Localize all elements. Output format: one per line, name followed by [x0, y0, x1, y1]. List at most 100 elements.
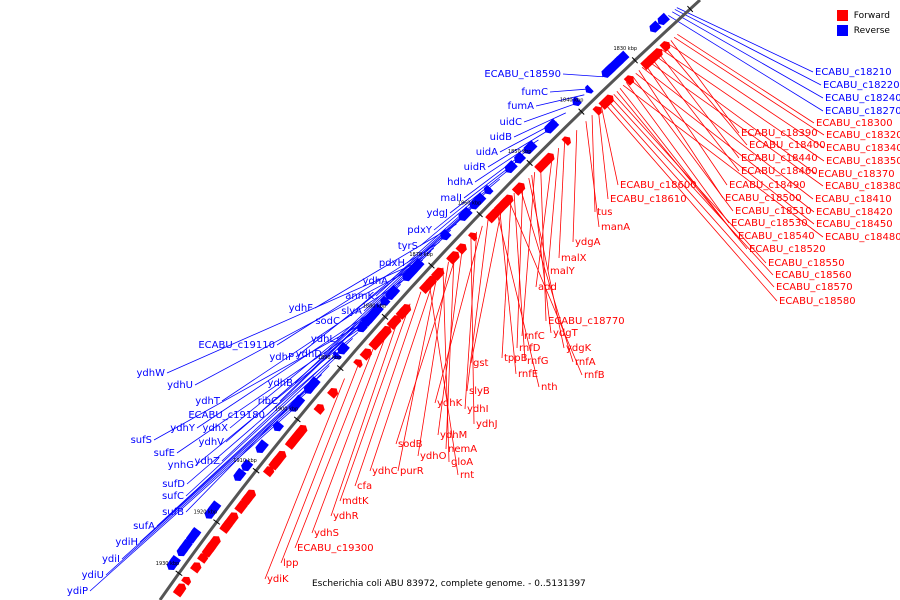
- gene-arrow-reverse: [614, 56, 624, 66]
- leader-line: [673, 37, 825, 136]
- gene-arrow-reverse: [364, 310, 377, 324]
- gene-arrow-forward: [430, 272, 440, 282]
- chromosome-backbone: [158, 0, 702, 600]
- gene-label-forward: ECABU_c18380: [825, 181, 900, 192]
- gene-arrow-forward: [190, 562, 202, 574]
- gene-label-forward: ydhI: [467, 404, 489, 415]
- gene-label-forward: sodB: [398, 439, 423, 450]
- leader-line: [397, 273, 438, 472]
- leader-line: [395, 252, 458, 445]
- leader-line: [176, 326, 364, 454]
- gene-label-reverse: ydhF: [289, 303, 314, 314]
- gene-arrow-forward: [623, 75, 635, 86]
- gene-label-reverse: fumC: [521, 87, 548, 98]
- gene-label-forward: nth: [541, 382, 558, 393]
- tick-mark: [631, 57, 638, 64]
- gene-label-forward: rnfC: [524, 331, 545, 342]
- gene-label-forward: ydgA: [575, 237, 601, 248]
- gene-arrow-forward: [640, 55, 655, 71]
- gene-label-forward: mdtK: [342, 496, 369, 507]
- leader-line: [523, 103, 576, 123]
- leader-line: [264, 378, 345, 580]
- leader-line: [186, 347, 346, 485]
- gene-arrow-forward: [234, 500, 248, 515]
- gene-arrow-reverse: [288, 396, 304, 412]
- gene-label-forward: ydhO: [420, 451, 447, 462]
- leader-line: [660, 48, 825, 162]
- gene-label-forward: ECABU_c18570: [776, 282, 853, 293]
- gene-label-forward: gst: [473, 358, 489, 369]
- gene-arrow-forward: [221, 516, 236, 531]
- leader-line: [674, 9, 822, 86]
- leader-line: [619, 87, 737, 237]
- gene-arrows: [166, 12, 671, 598]
- tick-mark: [428, 262, 435, 269]
- tick-label: 1930 kbp: [156, 561, 180, 567]
- gene-label-forward: gloA: [451, 457, 473, 468]
- leader-line: [330, 315, 400, 517]
- leader-line: [644, 64, 728, 186]
- gene-label-forward: ECABU_c18530: [731, 218, 808, 229]
- gene-label-forward: ECABU_c18550: [768, 258, 845, 269]
- gene-label-reverse: ydiI: [102, 554, 120, 565]
- leader-line: [597, 109, 609, 200]
- gene-arrow-forward: [446, 251, 459, 264]
- leader-line: [676, 7, 814, 73]
- leader-line: [516, 183, 524, 349]
- gene-label-forward: ECABU_c18520: [749, 244, 826, 255]
- gene-label-forward: ECABU_c18390: [741, 128, 818, 139]
- gene-arrow-reverse: [233, 467, 247, 481]
- leader-line: [195, 332, 359, 466]
- gene-arrow-reverse: [303, 385, 313, 394]
- gene-arrow-forward: [598, 94, 614, 110]
- gene-arrow-reverse: [402, 269, 414, 282]
- leader-line: [521, 172, 536, 337]
- leader-line: [166, 259, 423, 374]
- gene-label-reverse: ECABU_c18270: [825, 106, 900, 117]
- gene-arrow-reverse: [572, 96, 582, 107]
- gene-arrow-reverse: [272, 420, 285, 432]
- legend-label-forward: Forward: [853, 10, 890, 21]
- gene-label-forward: ydhS: [314, 528, 339, 539]
- gene-label-forward: ECABU_c18450: [816, 219, 893, 230]
- leader-line: [558, 142, 566, 259]
- gene-label-reverse: ydiH: [115, 537, 138, 548]
- gene-label-reverse: ydhZ: [195, 456, 221, 467]
- leader-line: [466, 219, 489, 392]
- legend-label-reverse: Reverse: [853, 25, 890, 36]
- leader-line: [635, 72, 815, 213]
- gene-arrow-reverse: [609, 58, 622, 71]
- leader-line: [311, 327, 390, 534]
- gene-arrow-forward: [368, 336, 383, 351]
- leader-line: [470, 204, 503, 364]
- gene-label-reverse: sufB: [162, 507, 184, 518]
- gene-arrow-forward: [205, 544, 215, 553]
- leader-line: [354, 291, 422, 487]
- gene-label-forward: ECABU_c18440: [741, 153, 818, 164]
- gene-arrow-reverse: [310, 376, 321, 387]
- gene-label-forward: ECABU_c18610: [610, 194, 687, 205]
- leader-line: [507, 198, 583, 376]
- gene-arrow-forward: [241, 496, 251, 505]
- gene-label-forward: ECABU_c18370: [818, 169, 895, 180]
- leader-line: [464, 231, 478, 410]
- gene-arrow-forward: [284, 434, 300, 450]
- gene-arrow-reverse: [332, 351, 342, 360]
- gene-label-reverse: ydhB: [268, 378, 294, 389]
- tick-label: 1820 kbp: [669, 0, 693, 1]
- leader-line: [654, 54, 817, 175]
- gene-arrow-forward: [327, 387, 339, 399]
- gene-arrow-reverse: [544, 118, 560, 134]
- gene-label-forward: ECABU_c19300: [297, 543, 374, 554]
- gene-arrow-forward: [561, 136, 571, 146]
- gene-label-forward: ydhK: [437, 398, 463, 409]
- gene-label-forward: ECABU_c18510: [735, 206, 812, 217]
- leader-line: [677, 34, 815, 124]
- gene-arrow-forward: [353, 359, 363, 369]
- gene-label-reverse: ribC: [258, 396, 278, 407]
- gene-label-reverse: tyrS: [398, 241, 418, 252]
- gene-arrow-reverse: [255, 439, 269, 454]
- gene-label-forward: ECABU_c18500: [725, 193, 802, 204]
- gene-label-forward: rnfB: [584, 370, 605, 381]
- gene-label-reverse: ECABU_c18240: [825, 93, 900, 104]
